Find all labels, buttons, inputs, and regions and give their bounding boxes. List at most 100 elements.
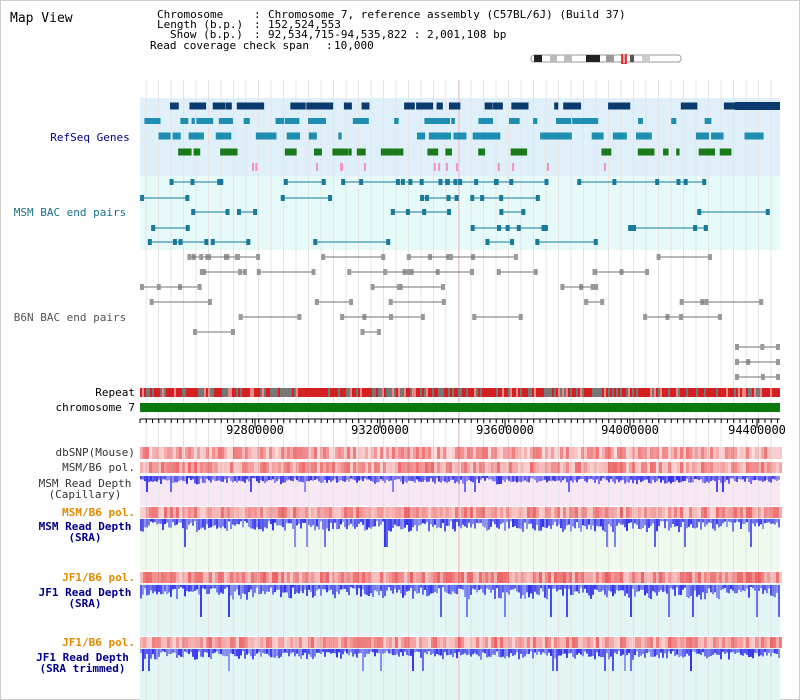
- track-label-msm-pol-1[interactable]: MSM/B6 pol.: [62, 461, 135, 474]
- bac-pair-end: [776, 359, 780, 365]
- jf1-depth-trim-bar: [154, 649, 156, 660]
- repeat-segment: [230, 388, 232, 397]
- jf1-pol-heat-cell: [407, 637, 410, 648]
- dbsnp-heat-cell: [140, 447, 143, 459]
- repeat-segment: [552, 388, 554, 397]
- jf1-pol-heat-cell: [605, 572, 608, 583]
- gene-feature: [255, 132, 269, 140]
- jf1-pol-heat-cell: [254, 572, 257, 583]
- jf1-depth-trim-bar: [206, 649, 208, 653]
- msm-pol-heat-cell: [416, 507, 419, 518]
- dbsnp-heat-cell: [452, 447, 455, 459]
- jf1-depth-sra-bar: [480, 585, 482, 590]
- msm-pol-heat-cell: [479, 462, 482, 473]
- repeat-segment: [402, 388, 404, 397]
- msm-pol-heat-cell: [737, 507, 740, 518]
- repeat-segment: [718, 388, 720, 397]
- track-label-jf1-pol-1[interactable]: JF1/B6 pol.: [62, 571, 135, 584]
- track-label-repeat[interactable]: Repeat: [95, 386, 135, 399]
- msm-pol-heat-cell: [389, 507, 392, 518]
- dbsnp-heat-cell: [215, 447, 218, 459]
- jf1-depth-sra-bar: [158, 585, 160, 592]
- jf1-depth-sra-bar: [162, 585, 164, 594]
- jf1-depth-sra-bar: [538, 585, 540, 596]
- jf1-depth-sra-bar: [416, 585, 418, 594]
- msm-depth-sra-bar: [186, 519, 188, 530]
- msm-depth-cap-bar: [378, 476, 380, 483]
- jf1-depth-trim-bar: [218, 649, 220, 654]
- msm-depth-sra-bar: [528, 519, 530, 525]
- jf1-depth-trim-bar: [496, 649, 498, 652]
- jf1-depth-trim-bar: [674, 649, 676, 657]
- gene-feature: [510, 118, 520, 124]
- msm-pol-heat-cell: [647, 462, 650, 473]
- msm-pol-heat-cell: [164, 462, 167, 473]
- jf1-pol-heat-cell: [587, 637, 590, 648]
- jf1-depth-sra-bar: [190, 585, 192, 592]
- msm-pol-heat-cell: [614, 462, 617, 473]
- jf1-pol-heat-cell: [251, 572, 254, 583]
- jf1-pol-heat-cell: [566, 637, 569, 648]
- jf1-pol-heat-cell: [740, 637, 743, 648]
- msm-depth-cap-bar: [222, 476, 224, 482]
- bac-pair-end: [210, 239, 215, 245]
- jf1-pol-heat-cell: [281, 572, 284, 583]
- msm-depth-sra-bar: [710, 519, 712, 524]
- jf1-pol-heat-cell: [530, 637, 533, 648]
- track-label-msm-depth-sra[interactable]: MSM Read Depth (SRA): [30, 521, 140, 543]
- msm-depth-sra-bar: [270, 519, 272, 525]
- track-label-b6n-bac[interactable]: B6N BAC end pairs: [13, 311, 127, 324]
- jf1-pol-heat-cell: [161, 572, 164, 583]
- jf1-depth-sra-bar: [324, 585, 326, 590]
- msm-pol-heat-cell: [173, 462, 176, 473]
- jf1-depth-trim-bar: [178, 649, 180, 656]
- jf1-pol-heat-cell: [647, 637, 650, 648]
- jf1-depth-trim-bar: [428, 649, 430, 652]
- track-label-jf1-depth-sra[interactable]: JF1 Read Depth (SRA): [30, 587, 140, 609]
- jf1-depth-trim-bar: [280, 649, 282, 657]
- jf1-depth-trim-bar: [508, 649, 510, 658]
- jf1-pol-heat-cell: [473, 637, 476, 648]
- jf1-depth-sra-bar: [638, 585, 640, 592]
- track-label-msm-bac[interactable]: MSM BAC end pairs: [13, 206, 127, 219]
- repeat-segment: [180, 388, 182, 397]
- msm-depth-cap-bar: [406, 476, 408, 483]
- repeat-segment: [546, 388, 548, 397]
- jf1-pol-heat-cell: [140, 572, 143, 583]
- jf1-depth-trim-bar: [622, 649, 624, 655]
- jf1-depth-sra-bar: [514, 585, 516, 589]
- chromosome-ideogram[interactable]: [530, 54, 685, 64]
- msm-depth-sra-bar: [620, 519, 622, 525]
- msm-depth-cap-bar: [586, 476, 588, 483]
- bac-pair-end: [513, 254, 518, 260]
- jf1-depth-sra-bar: [502, 585, 504, 593]
- msm-pol-heat-cell: [491, 462, 494, 473]
- track-label-msm-depth-cap[interactable]: MSM Read Depth (Capillary): [30, 478, 140, 500]
- track-label-chromosome[interactable]: chromosome 7: [55, 401, 135, 414]
- msm-depth-sra-bar: [632, 519, 634, 529]
- msm-pol-heat-cell: [317, 507, 320, 518]
- repeat-segment: [162, 388, 164, 397]
- track-label-jf1-pol-2[interactable]: JF1/B6 pol.: [62, 636, 135, 649]
- jf1-pol-heat-cell: [569, 637, 572, 648]
- repeat-segment: [174, 388, 176, 397]
- track-label-dbsnp[interactable]: dbSNP(Mouse): [55, 446, 135, 459]
- repeat-segment: [260, 388, 262, 397]
- msm-depth-sra-bar: [178, 519, 180, 523]
- jf1-pol-heat-cell: [419, 637, 422, 648]
- msm-depth-cap-bar: [618, 476, 620, 483]
- msm-pol-heat-cell: [551, 462, 554, 473]
- msm-depth-cap-bar: [600, 476, 602, 481]
- msm-depth-cap-bar: [422, 476, 424, 482]
- jf1-pol-heat-cell: [317, 572, 320, 583]
- msm-depth-sra-bar: [280, 519, 282, 526]
- msm-depth-sra-bar: [546, 519, 548, 528]
- msm-depth-cap-bar: [738, 476, 740, 479]
- track-label-jf1-depth-trim[interactable]: JF1 Read Depth (SRA trimmed): [20, 652, 145, 674]
- msm-pol-heat-cell: [287, 507, 290, 518]
- jf1-depth-sra-bar: [704, 585, 706, 600]
- track-label-msm-pol-2[interactable]: MSM/B6 pol.: [62, 506, 135, 519]
- msm-depth-sra-bar: [396, 519, 398, 527]
- jf1-depth-trim-bar: [520, 649, 522, 654]
- track-label-refseq[interactable]: RefSeq Genes: [50, 131, 130, 144]
